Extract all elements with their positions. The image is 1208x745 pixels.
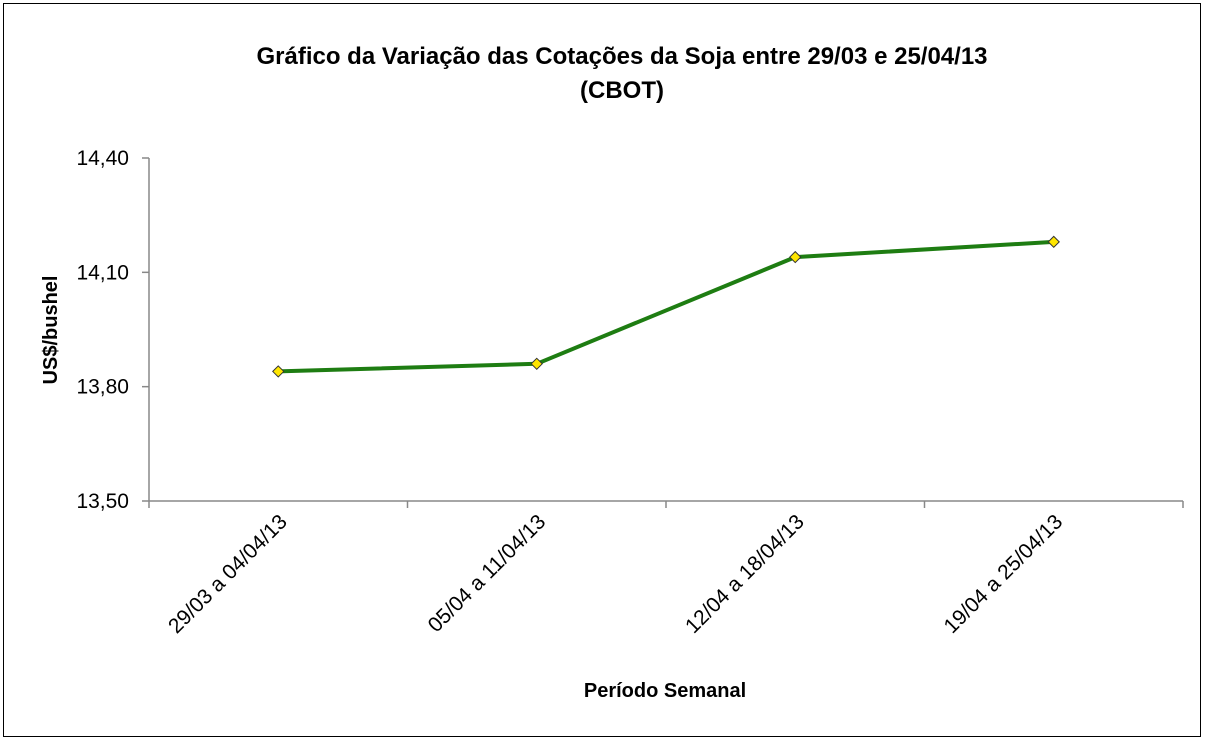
y-tick-label: 13,50 <box>76 490 129 513</box>
plot-area <box>272 235 1060 378</box>
x-axis-label: Período Semanal <box>584 680 746 702</box>
x-tick-label: 12/04 a 18/04/13 <box>681 510 809 638</box>
chart-title: Gráfico da Variação das Cotações da Soja… <box>256 43 987 70</box>
y-tick-label: 14,40 <box>76 147 129 170</box>
data-point-marker <box>272 365 285 378</box>
data-point-marker <box>530 357 543 371</box>
data-point-marker <box>789 250 802 264</box>
chart-frame <box>3 3 1201 737</box>
x-tick-label: 29/03 a 04/04/13 <box>164 510 292 638</box>
y-tick-label: 13,80 <box>76 376 129 399</box>
y-axis-label: US$/bushel <box>40 276 62 385</box>
y-tick-label: 14,10 <box>76 261 129 284</box>
axes: 13,50 13,80 14,10 14,40 29/03 a 04/04/13 05/0… <box>76 147 1184 638</box>
chart-subtitle: (CBOT) <box>580 77 664 104</box>
x-tick-label: 19/04 a 25/04/13 <box>940 510 1068 638</box>
x-tick-label: 05/04 a 11/04/13 <box>424 510 551 637</box>
data-point-marker <box>1047 235 1060 249</box>
series-line <box>278 239 1054 374</box>
